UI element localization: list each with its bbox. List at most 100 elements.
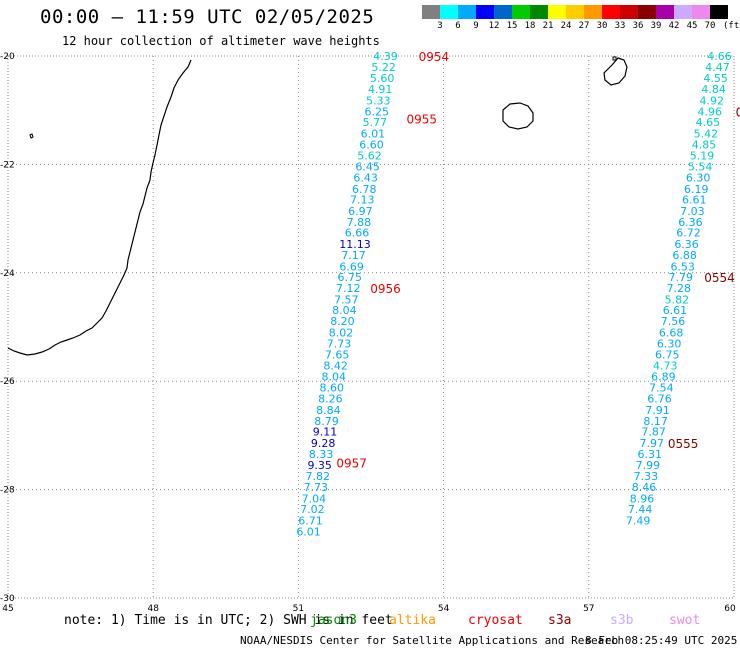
wave-height-value: 8.96 (630, 492, 655, 505)
wave-height-value: 6.19 (684, 183, 709, 196)
wave-height-value: 6.68 (659, 326, 684, 339)
wave-height-value: 4.66 (707, 50, 732, 63)
wave-height-values: 4.395.225.604.915.336.255.776.016.605.62… (296, 50, 731, 538)
legend-tick-label: 33 (614, 21, 626, 31)
wave-height-value: 4.84 (701, 83, 726, 96)
wave-height-value: 5.77 (363, 116, 388, 129)
satellite-legend-altika: altika (389, 613, 436, 628)
wave-height-value: 8.84 (316, 404, 341, 417)
wave-height-value: 7.82 (306, 470, 331, 483)
satellite-legend-s3b: s3b (610, 613, 634, 628)
track-time-label: 0955 (407, 112, 438, 126)
wave-height-value: 6.25 (365, 105, 390, 118)
wave-height-value: 8.60 (320, 382, 345, 395)
lon-tick-label: 48 (147, 604, 159, 614)
wave-height-value: 7.73 (327, 337, 352, 350)
track-time-label: 0957 (336, 457, 367, 471)
legend-tick-label: 21 (542, 21, 554, 31)
legend-tick-label: 30 (596, 21, 608, 31)
track-time-label: 0954 (419, 50, 450, 64)
lat-tick-label: -20 (0, 52, 15, 62)
wave-height-value: 8.02 (329, 326, 354, 339)
wave-height-value: 8.04 (321, 370, 346, 383)
wave-height-value: 6.61 (663, 304, 688, 317)
wave-height-value: 6.31 (638, 448, 663, 461)
wave-height-value: 5.33 (366, 94, 391, 107)
legend-swatch (602, 5, 620, 19)
legend-tick-label: 12 (488, 21, 500, 31)
legend-tick-label: 6 (455, 21, 461, 31)
wave-height-value: 8.79 (314, 415, 339, 428)
wave-height-value: 7.87 (641, 426, 666, 439)
wave-height-value: 5.42 (694, 128, 719, 141)
legend-swatch (530, 5, 548, 19)
satellite-legend-swot: swot (669, 613, 701, 628)
lon-tick-label: 54 (438, 604, 450, 614)
wave-height-value: 6.01 (361, 128, 386, 141)
wave-height-value: 6.01 (296, 525, 321, 538)
wave-height-value: 7.12 (336, 282, 361, 295)
wave-height-value: 7.54 (649, 382, 674, 395)
wave-height-value: 4.65 (696, 116, 721, 129)
wave-height-value: 4.96 (698, 105, 723, 118)
wave-height-value: 9.28 (311, 437, 336, 450)
legend-swatch (494, 5, 512, 19)
wave-height-value: 6.60 (359, 138, 384, 151)
legend-swatch (692, 5, 710, 19)
mauritius-islet (612, 56, 617, 61)
legend-swatch (656, 5, 674, 19)
map-frame (7, 55, 735, 599)
wave-height-value: 4.92 (699, 94, 724, 107)
wave-height-value: 8.42 (323, 359, 348, 372)
wave-height-value: 6.53 (670, 260, 695, 273)
rodrigues-island (29, 133, 34, 139)
wave-height-value: 6.89 (651, 370, 676, 383)
legend-swatch (476, 5, 494, 19)
wave-height-value: 7.49 (626, 514, 651, 527)
wave-height-value: 6.69 (339, 260, 364, 273)
legend-unit: (ft) (723, 21, 740, 31)
madagascar-coastline (7, 59, 192, 356)
wave-height-value: 6.30 (657, 337, 682, 350)
wave-height-value: 6.88 (672, 249, 697, 262)
wave-height-value: 4.85 (692, 138, 717, 151)
lon-tick-label: 51 (293, 604, 304, 614)
legend-swatch (638, 5, 656, 19)
legend-tick-label: 45 (686, 21, 698, 31)
wave-height-value: 7.56 (661, 315, 686, 328)
wave-height-value: 8.46 (632, 481, 657, 494)
wave-height-value: 8.17 (643, 415, 668, 428)
wave-height-value: 6.76 (647, 393, 672, 406)
satellite-legend-jason3: jason3 (310, 613, 357, 628)
wave-height-value: 7.44 (628, 503, 653, 516)
legend-swatch (512, 5, 530, 19)
wave-height-value: 4.47 (705, 61, 730, 74)
legend-swatch (620, 5, 638, 19)
wave-height-value: 7.97 (639, 437, 664, 450)
wave-height-value: 6.30 (686, 171, 711, 184)
legend-swatch (548, 5, 566, 19)
satellite-legend-s3a: s3a (548, 613, 572, 628)
wave-height-value: 7.04 (302, 492, 327, 505)
legend-tick-label: 70 (704, 21, 716, 31)
wave-height-value: 6.71 (298, 514, 323, 527)
lat-tick-label: -30 (0, 594, 15, 604)
wave-height-value: 6.36 (678, 216, 703, 229)
page-title: 00:00 – 11:59 UTC 02/05/2025 (40, 6, 375, 28)
wave-height-value: 4.91 (368, 83, 393, 96)
coastline (7, 56, 628, 356)
wave-height-value: 6.66 (345, 227, 370, 240)
wave-height-value: 8.04 (332, 304, 357, 317)
lon-tick-label: 60 (724, 604, 736, 614)
wave-height-value: 7.88 (347, 216, 372, 229)
wave-height-value: 6.43 (353, 171, 378, 184)
legend-tick-label: 24 (560, 21, 572, 31)
legend-tick-label: 42 (668, 21, 680, 31)
wave-height-value: 8.33 (309, 448, 334, 461)
legend-tick-label: 18 (524, 21, 536, 31)
legend-swatch (566, 5, 584, 19)
wave-height-value: 4.73 (653, 359, 678, 372)
